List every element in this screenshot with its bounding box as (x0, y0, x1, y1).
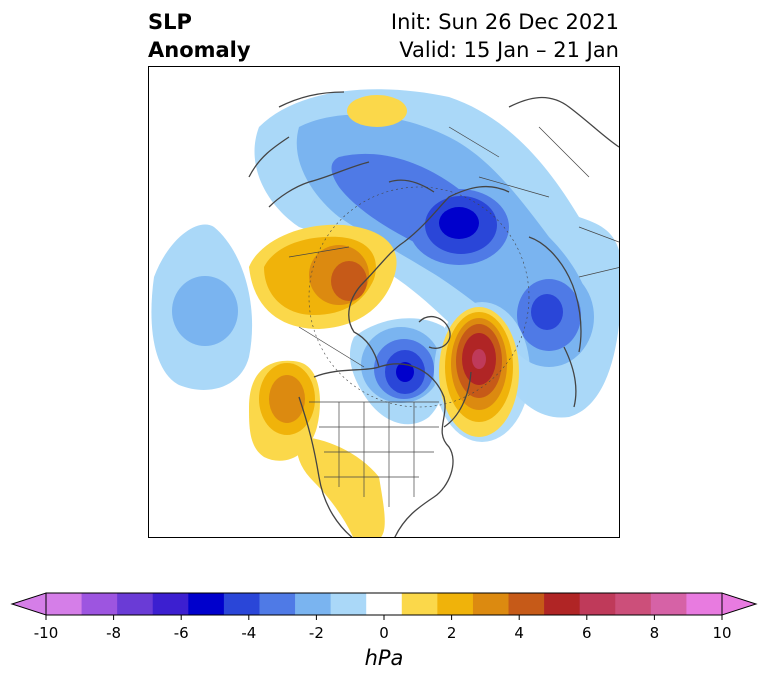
negative-anomaly-europe (504, 267, 594, 367)
colorbar-segment (81, 593, 118, 615)
negative-anomaly-hudson-bay (349, 318, 449, 425)
colorbar-tick-label: 4 (514, 624, 524, 642)
colorbar-segment (615, 593, 652, 615)
colorbar: -10 -8 -6 -4 -2 0 2 4 6 8 10 (0, 588, 768, 684)
colorbar-segment (188, 593, 225, 615)
colorbar-tick-label: 2 (447, 624, 457, 642)
colorbar-tick-label: 6 (582, 624, 592, 642)
colorbar-segment (223, 593, 260, 615)
positive-anomaly-north-pacific (249, 224, 397, 329)
latitude-circle (308, 186, 530, 408)
slp-anomaly-map (148, 66, 620, 538)
title-line-1: SLP (148, 10, 192, 34)
colorbar-segment (579, 593, 616, 615)
political-borders (288, 126, 619, 507)
colorbar-segment (117, 593, 154, 615)
colorbar-tick-label: 8 (650, 624, 660, 642)
positive-anomaly-north-atlantic (434, 302, 530, 442)
colorbar-tick-label: -4 (241, 624, 256, 642)
positive-anomaly-siberia-north (347, 95, 407, 127)
colorbar-segment (686, 593, 723, 615)
negative-anomaly-north-pacific-west (151, 224, 253, 390)
positive-anomaly-west-coast-us (249, 360, 385, 537)
map-canvas (151, 89, 619, 537)
valid-date: Valid: 15 Jan – 21 Jan (399, 38, 619, 62)
title-line-2: Anomaly (148, 38, 251, 62)
coastlines (248, 91, 619, 537)
init-date: Init: Sun 26 Dec 2021 (390, 10, 619, 34)
colorbar-extend-low (10, 592, 47, 616)
colorbar-segment (472, 593, 510, 615)
colorbar-segment (366, 593, 403, 615)
colorbar-segment (401, 593, 438, 615)
colorbar-tick-label: 10 (712, 624, 731, 642)
colorbar-tick-label: 0 (379, 624, 389, 642)
colorbar-tick-label: -6 (174, 624, 189, 642)
colorbar-segment (259, 593, 296, 615)
colorbar-segment (152, 593, 189, 615)
colorbar-segment (330, 593, 367, 615)
colorbar-segment (650, 593, 687, 615)
colorbar-segment (46, 593, 83, 615)
colorbar-segment (544, 593, 581, 615)
colorbar-segment (437, 593, 474, 615)
colorbar-segment (295, 593, 332, 615)
colorbar-extend-high (721, 592, 758, 616)
map-title: SLP Anomaly (148, 8, 251, 64)
colorbar-unit: hPa (364, 646, 404, 670)
colorbar-tick-label: -2 (309, 624, 324, 642)
colorbar-segment (508, 593, 545, 615)
colorbar-tick-label: -10 (34, 624, 59, 642)
colorbar-tick-label: -8 (106, 624, 121, 642)
forecast-dates: Init: Sun 26 Dec 2021 Valid: 15 Jan – 21… (391, 8, 619, 64)
colorbar-svg: -10 -8 -6 -4 -2 0 2 4 6 8 10 (10, 592, 758, 642)
